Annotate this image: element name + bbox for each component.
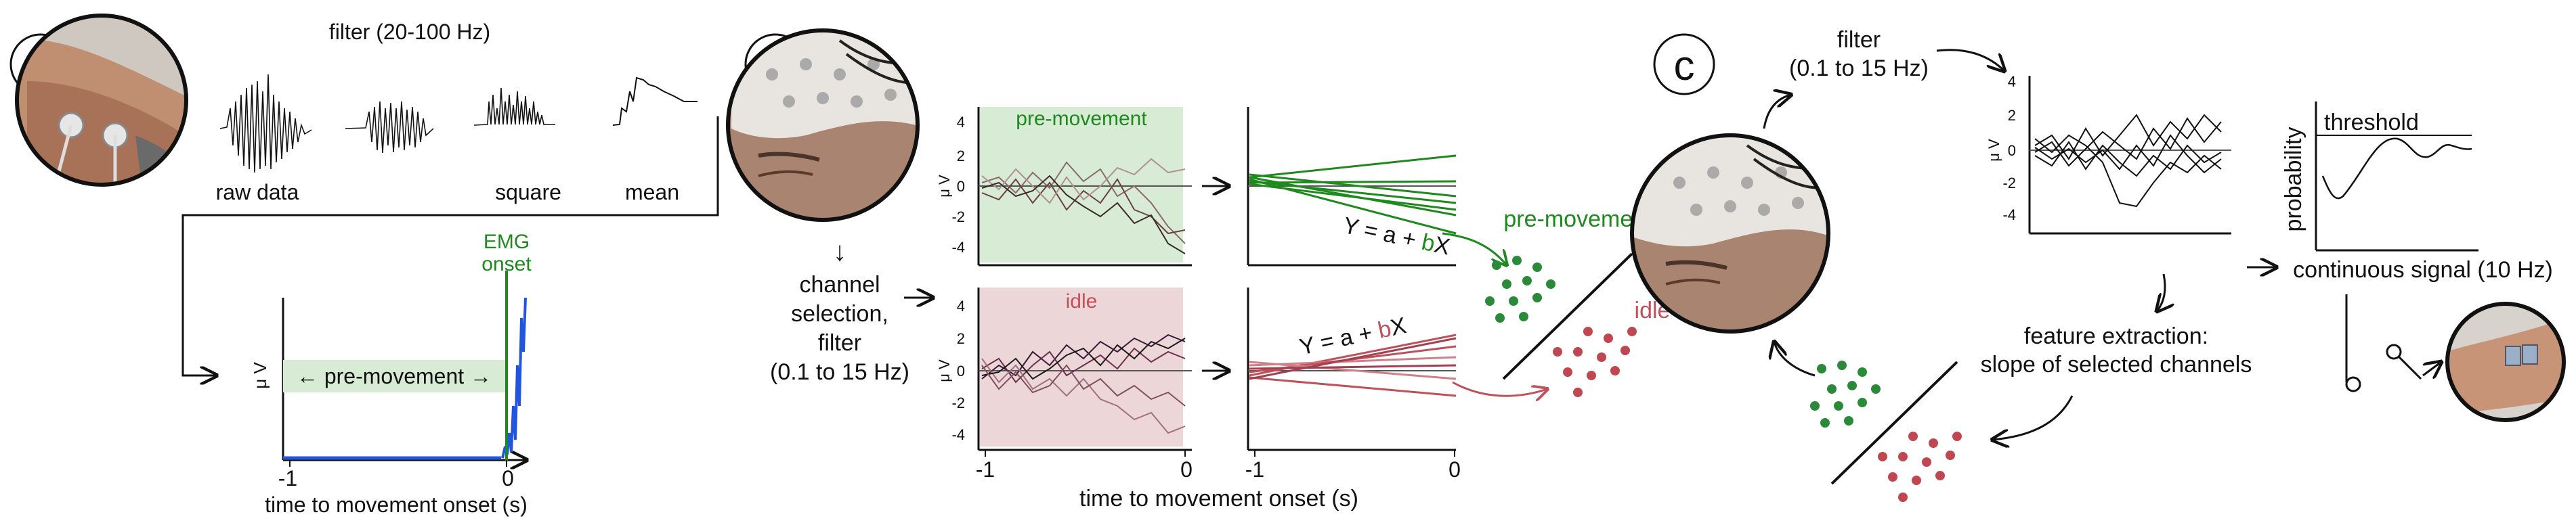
panel-a: a filter (20-100 Hz) raw data square mea… — [9, 14, 719, 517]
emg-ylabel: μ V — [250, 362, 270, 389]
emg-filter-label: filter (20-100 Hz) — [329, 20, 490, 44]
eeg-xtick-0: 0 — [1180, 457, 1193, 482]
idle-ytick-neg2: -2 — [951, 394, 965, 411]
step-label-raw: raw data — [216, 180, 299, 204]
premovement-shade-label: pre-movement — [1016, 108, 1147, 130]
emg-filtered-signal — [345, 101, 434, 154]
cluster-label-premovement: pre-movement — [1503, 206, 1652, 232]
idle-ytick-4: 4 — [957, 298, 965, 315]
eeg-xlabel: time to movement onset (s) — [1079, 486, 1358, 511]
feature-to-classifier-arrow — [1992, 395, 2074, 440]
idle-shade-label: idle — [1066, 290, 1098, 313]
classifier-boundary-c — [1830, 361, 1958, 485]
emg-mean-signal — [612, 76, 697, 126]
ytick-neg2: -2 — [951, 208, 965, 225]
premovement-band-label: ← pre-movement → — [297, 364, 492, 388]
feature-label-2: slope of selected channels — [1981, 352, 2252, 378]
emg-xtick-neg1: -1 — [278, 466, 297, 490]
threshold-label: threshold — [2324, 110, 2419, 135]
emg-raw-signal — [219, 74, 312, 173]
regression-idle-plot: Y = a + bX -1 0 — [1245, 288, 1461, 482]
emg-onset-label-1: EMG — [484, 231, 530, 253]
premovement-shade — [980, 107, 1183, 262]
eeg-cap-photo-c — [1632, 135, 1828, 332]
filter-to-plot-arrow — [1936, 49, 2004, 71]
eeg-premovement-plot: pre-movement 4 2 0 -2 -4 μ V — [936, 107, 1192, 267]
c-ylabel: μ V — [1985, 139, 2002, 162]
c-filter-label-1: filter — [1837, 27, 1881, 53]
premovement-band — [283, 360, 505, 392]
eeg-cap-photo-c-border — [1630, 133, 1830, 334]
c-ytick-4: 4 — [2008, 73, 2016, 90]
step-label-square: square — [495, 180, 561, 204]
feature-label-1: feature extraction: — [2024, 323, 2208, 349]
c-ytick-neg4: -4 — [2002, 206, 2016, 223]
regression-premovement-formula: Y = a + bX — [1341, 212, 1452, 260]
idle-ytick-2: 2 — [957, 330, 965, 347]
emg-arm-photo-border — [15, 14, 188, 187]
selection-label-1: channel — [799, 272, 880, 298]
idle-ytick-0: 0 — [957, 363, 965, 380]
green-dots-c — [1810, 361, 1881, 428]
plot-to-feature-arrow — [2157, 273, 2165, 311]
emg-xtick-0: 0 — [502, 466, 514, 490]
ytick-2: 2 — [957, 147, 965, 164]
emg-onset-label-2: onset — [481, 253, 532, 275]
emg-squared-signal — [473, 87, 555, 126]
eeg-xtick-neg1: -1 — [976, 457, 995, 482]
ytick-4: 4 — [957, 114, 965, 131]
regression-xtick-neg1: -1 — [1245, 457, 1264, 482]
emg-xlabel: time to movement onset (s) — [265, 493, 528, 517]
probability-ylabel: probability — [2281, 127, 2306, 232]
green-cluster-arrow — [1442, 232, 1507, 265]
panel-c: c filter (0.1 to 15 Hz) 4 2 0 -2 — [1630, 27, 2566, 502]
regression-idle-formula: Y = a + bX — [1297, 313, 1408, 360]
premovement-ylabel: μ V — [936, 175, 953, 198]
selection-label-3: filter — [818, 330, 861, 356]
c-ytick-neg2: -2 — [2002, 175, 2016, 191]
classifier-boundary-b — [1502, 252, 1633, 380]
selection-arrow: ↓ — [833, 237, 846, 267]
panel-b: b ↓ channel selection, filter (0.1 to 15… — [726, 28, 1670, 511]
switch-symbol — [2345, 294, 2441, 392]
c-ytick-2: 2 — [2008, 107, 2016, 124]
classifier-to-photo-arrow — [1774, 342, 1816, 377]
selection-label-2: selection, — [791, 301, 888, 327]
photo-to-filter-arrow — [1763, 95, 1791, 129]
continuous-eeg-plot: 4 2 0 -2 -4 μ V — [1985, 73, 2231, 235]
probability-plot: threshold probability continuous signal … — [2281, 101, 2553, 283]
panel-c-letter: c — [1674, 43, 1695, 89]
ytick-neg4: -4 — [951, 239, 965, 256]
regression-premovement-plot: Y = a + bX — [1247, 107, 1457, 267]
c-ytick-0: 0 — [2008, 142, 2016, 159]
eeg-idle-plot: idle 4 2 0 -2 -4 μ V -1 0 — [936, 288, 1193, 482]
green-dots-b — [1485, 256, 1555, 323]
red-dots-b — [1553, 327, 1637, 397]
c-filter-label-2: (0.1 to 15 Hz) — [1789, 55, 1929, 81]
emg-onset-plot: μ V ← pre-movement → EMG onset -1 0 time… — [250, 231, 532, 517]
eeg-cap-photo-b-border — [726, 28, 920, 222]
arm-stim-photo — [2447, 304, 2564, 420]
emg-connector-line — [181, 116, 719, 375]
idle-ylabel: μ V — [936, 359, 953, 382]
idle-ytick-neg4: -4 — [951, 426, 965, 443]
probability-curve — [2321, 137, 2472, 200]
panel-c-letter-circle — [1653, 33, 1715, 95]
eeg-cap-photo-b — [728, 30, 918, 220]
red-dots-c — [1878, 432, 1962, 502]
red-cluster-arrow — [1452, 381, 1547, 396]
regression-xtick-0: 0 — [1448, 457, 1461, 482]
step-label-mean: mean — [625, 180, 679, 204]
continuous-signal-label: continuous signal (10 Hz) — [2293, 257, 2553, 283]
selection-label-4: (0.1 to 15 Hz) — [770, 359, 909, 385]
ytick-0: 0 — [957, 178, 965, 195]
arm-stim-photo-border — [2445, 302, 2566, 422]
